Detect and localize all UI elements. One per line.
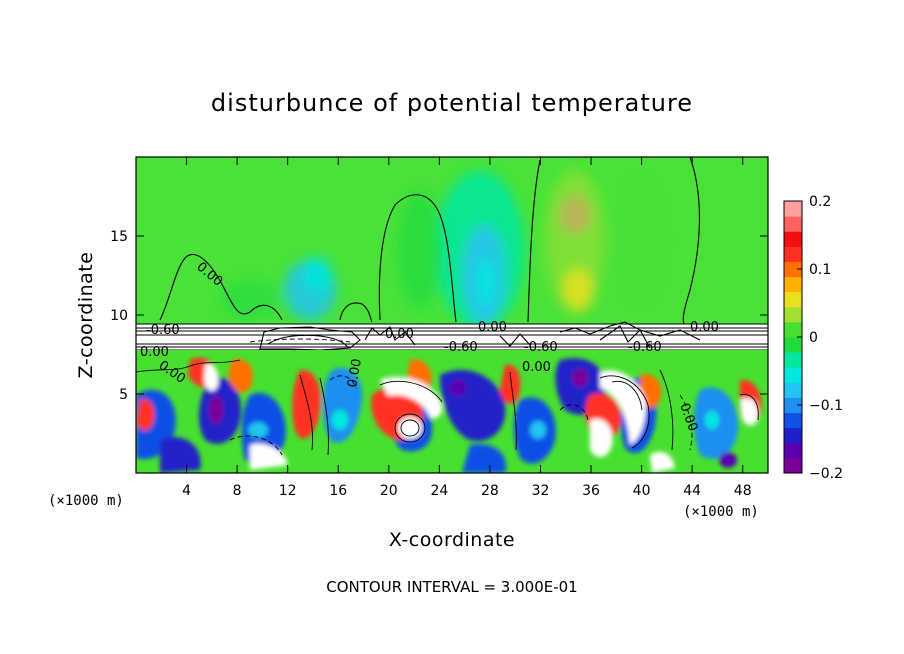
y-axis-label: Z-coordinate [75,252,97,379]
x-tick-label: 4 [182,483,191,499]
contour-label: 0.00 [345,358,365,389]
x-tick-label: 44 [683,483,701,499]
contour-label: -0.60 [146,323,180,338]
colorbar-swatch [784,367,802,383]
chart-title: disturbunce of potential temperature [211,89,693,117]
colorbar-swatch [784,306,802,323]
colorbar-swatch [784,231,802,247]
x-tick-label: 24 [430,483,448,499]
x-axis-unit-left: (×1000 m) [48,493,124,509]
contour-label: -0.60 [444,340,478,355]
contour-interval-label: CONTOUR INTERVAL = 3.000E-01 [326,578,577,596]
colorbar-swatch [784,412,802,429]
y-axis-ticks: 5 10 15 [110,229,768,403]
colorbar-ticks: 0.2 0.1 0 −0.1 −0.2 [797,194,843,482]
y-tick-label: 10 [110,308,128,324]
contour-label: -0.60 [524,340,558,355]
contour-label: -0.60 [628,340,662,355]
colorbar-swatch [784,442,802,459]
colorbar [784,201,802,474]
y-tick-label: 15 [110,229,128,245]
x-tick-label: 16 [329,483,347,499]
contour-label: 0.00 [385,327,414,342]
colorbar-swatch [784,321,802,338]
x-tick-label: 8 [233,483,242,499]
x-axis-label: X-coordinate [389,529,515,551]
x-tick-label: 12 [279,483,297,499]
colorbar-swatch [784,216,802,232]
colorbar-swatch [784,337,802,353]
colorbar-tick-label: −0.1 [809,398,843,414]
front-band [136,321,768,351]
x-axis-ticks: 4 8 12 16 20 24 28 32 36 40 44 48 [182,157,752,499]
colorbar-swatch [784,427,802,444]
colorbar-swatch [784,457,802,474]
x-tick-label: 28 [481,483,499,499]
colorbar-swatch [784,261,802,278]
x-tick-label: 20 [380,483,398,499]
x-axis-unit-right: (×1000 m) [683,504,759,520]
colorbar-swatch [784,276,802,293]
upper-anomalies [220,170,662,330]
x-tick-label: 48 [734,483,752,499]
y-tick-label: 5 [119,387,128,403]
colorbar-tick-label: 0.2 [809,194,831,210]
colorbar-swatch [784,397,802,414]
upper-zero-contours [159,157,700,325]
plot-area: 0.00 0.00 0.00 0.00 0.00 0.00 0.00 0.00 … [136,157,768,473]
x-tick-label: 32 [532,483,550,499]
contour-label: 0.00 [140,345,169,360]
colorbar-swatch [784,246,802,262]
colorbar-swatch [784,201,802,217]
contour-label: 0.00 [690,320,719,335]
contour-label: 0.00 [478,320,507,335]
colorbar-tick-label: 0.1 [809,262,831,278]
lower-turbulent-layer [136,338,768,473]
colorbar-swatch [784,352,802,368]
contour-label: 0.00 [522,360,551,375]
colorbar-swatch [784,382,802,398]
x-tick-label: 40 [633,483,651,499]
colorbar-tick-label: 0 [809,330,818,346]
colorbar-tick-label: −0.2 [809,466,843,482]
x-tick-label: 36 [582,483,600,499]
colorbar-swatch [784,291,802,308]
